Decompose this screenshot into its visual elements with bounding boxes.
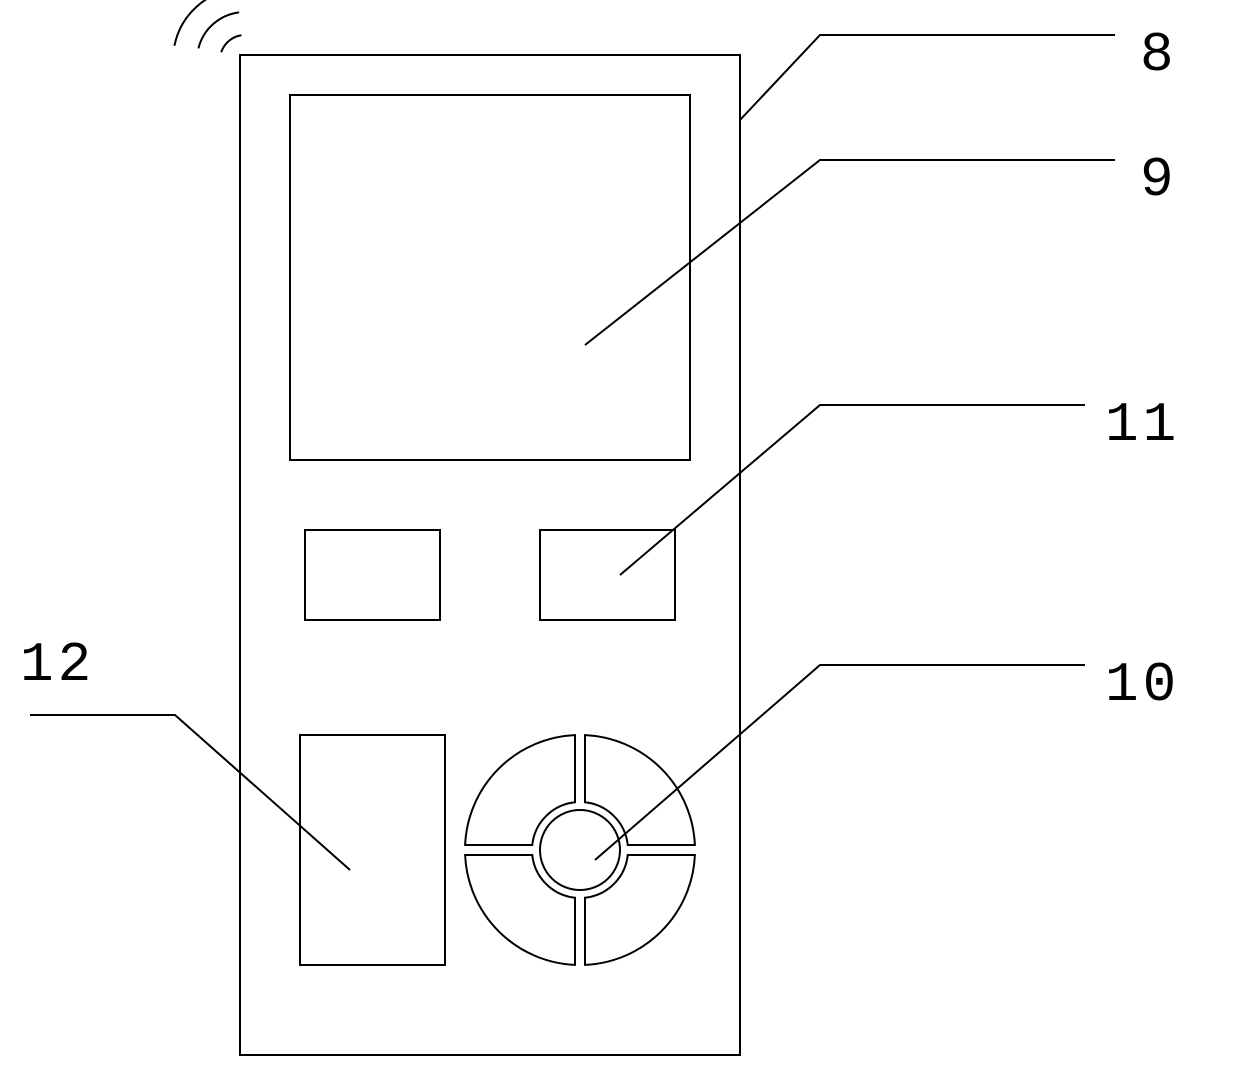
- dpad-segment-1: [585, 855, 695, 965]
- device-diagram: 8 9 11 10 12: [0, 0, 1240, 1087]
- callout-10: 10: [595, 653, 1180, 860]
- callout-11-label: 11: [1105, 393, 1180, 457]
- dpad-segment-3: [465, 735, 575, 845]
- callout-11: 11: [620, 393, 1180, 575]
- button-right: [540, 530, 675, 620]
- dpad-segment-2: [465, 855, 575, 965]
- signal-icon: [175, 0, 241, 51]
- callout-9: 9: [585, 148, 1178, 345]
- callout-10-leader: [595, 665, 1085, 860]
- signal-arc-2: [175, 0, 238, 45]
- device-body: [240, 55, 740, 1055]
- callout-9-label: 9: [1140, 148, 1178, 212]
- callout-10-label: 10: [1105, 653, 1180, 717]
- callout-12-label: 12: [20, 633, 95, 697]
- callout-8-leader: [740, 35, 1115, 120]
- dpad-segment-0: [585, 735, 695, 845]
- dpad: [465, 735, 695, 965]
- signal-arc-0: [222, 35, 241, 51]
- button-left: [305, 530, 440, 620]
- callout-8: 8: [740, 23, 1178, 120]
- callout-8-label: 8: [1140, 23, 1178, 87]
- callout-12-leader: [30, 715, 350, 870]
- device-panel: [300, 735, 445, 965]
- device-screen: [290, 95, 690, 460]
- callout-9-leader: [585, 160, 1115, 345]
- signal-arc-1: [199, 12, 239, 47]
